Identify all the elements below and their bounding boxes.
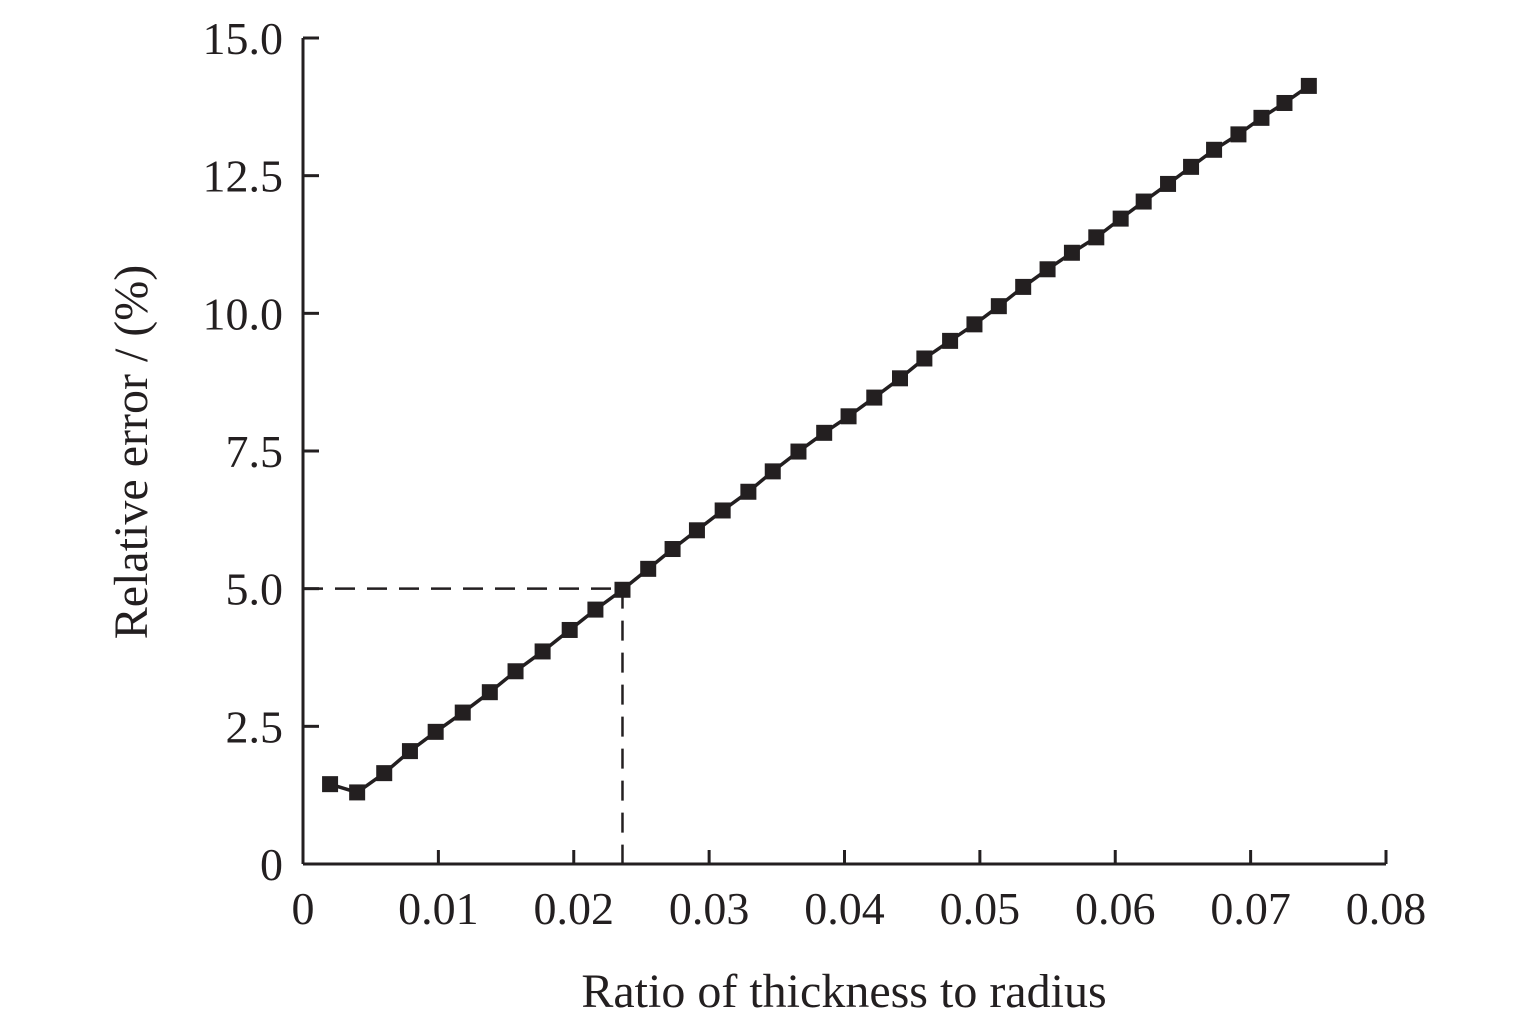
data-point: [614, 581, 631, 598]
x-axis-title: Ratio of thickness to radius: [581, 965, 1106, 1018]
x-tick-label: 0.03: [669, 883, 750, 934]
series-line: [329, 84, 1310, 795]
x-tick-label: 0.06: [1075, 883, 1156, 934]
y-axis-title: Relative error / (%): [105, 265, 158, 639]
data-point: [990, 298, 1007, 315]
series: [322, 77, 1317, 801]
data-point: [401, 743, 418, 760]
data-point: [840, 408, 857, 425]
data-point: [640, 560, 657, 577]
data-point: [714, 502, 731, 519]
data-point: [427, 723, 444, 740]
data-point: [1063, 244, 1080, 261]
data-point: [816, 424, 833, 441]
data-point: [376, 765, 393, 782]
y-tick-label: 0: [260, 839, 283, 890]
data-point: [916, 350, 933, 367]
y-tick-label: 15.0: [203, 13, 284, 64]
ticks: 0 0.01 0.02 0.03 0.04 0.05 0.06 0.07 0.08 0 2.5 5.0…: [203, 13, 1427, 934]
x-tick-label: 0.04: [804, 883, 885, 934]
data-point: [561, 621, 578, 638]
data-point: [481, 684, 498, 701]
x-tick-label: 0.08: [1346, 883, 1427, 934]
data-point: [664, 541, 681, 558]
y-tick-label: 2.5: [226, 701, 284, 752]
data-point: [740, 483, 757, 500]
y-tick-label: 7.5: [226, 426, 284, 477]
data-point: [454, 704, 471, 721]
data-point: [892, 370, 909, 387]
axes: [301, 38, 1386, 866]
y-tick-label: 12.5: [203, 151, 284, 202]
data-point: [764, 463, 781, 480]
data-point: [507, 663, 524, 680]
data-point: [1253, 109, 1270, 126]
data-point: [1112, 210, 1129, 227]
x-tick-label: 0.07: [1210, 883, 1291, 934]
x-tick-label: 0: [292, 883, 315, 934]
data-point: [534, 643, 551, 660]
data-point: [1039, 261, 1056, 278]
data-point: [866, 389, 883, 406]
x-tick-label: 0.01: [398, 883, 479, 934]
data-point: [1206, 141, 1223, 158]
data-point: [1300, 77, 1317, 94]
data-point: [966, 316, 983, 333]
data-point: [322, 776, 339, 793]
reference-lines: [303, 587, 624, 864]
data-point: [688, 522, 705, 539]
y-tick-label: 10.0: [203, 288, 284, 339]
data-point: [1276, 94, 1293, 111]
data-point: [790, 443, 807, 460]
data-point: [1135, 193, 1152, 210]
data-point: [587, 601, 604, 618]
data-point: [1183, 158, 1200, 175]
x-tick-label: 0.02: [534, 883, 615, 934]
data-point: [1015, 278, 1032, 295]
data-point: [942, 332, 959, 349]
data-point: [349, 784, 366, 801]
data-point: [1160, 175, 1177, 192]
y-tick-label: 5.0: [226, 564, 284, 615]
data-point: [1230, 126, 1247, 143]
data-point: [1088, 229, 1105, 246]
x-tick-label: 0.05: [940, 883, 1021, 934]
